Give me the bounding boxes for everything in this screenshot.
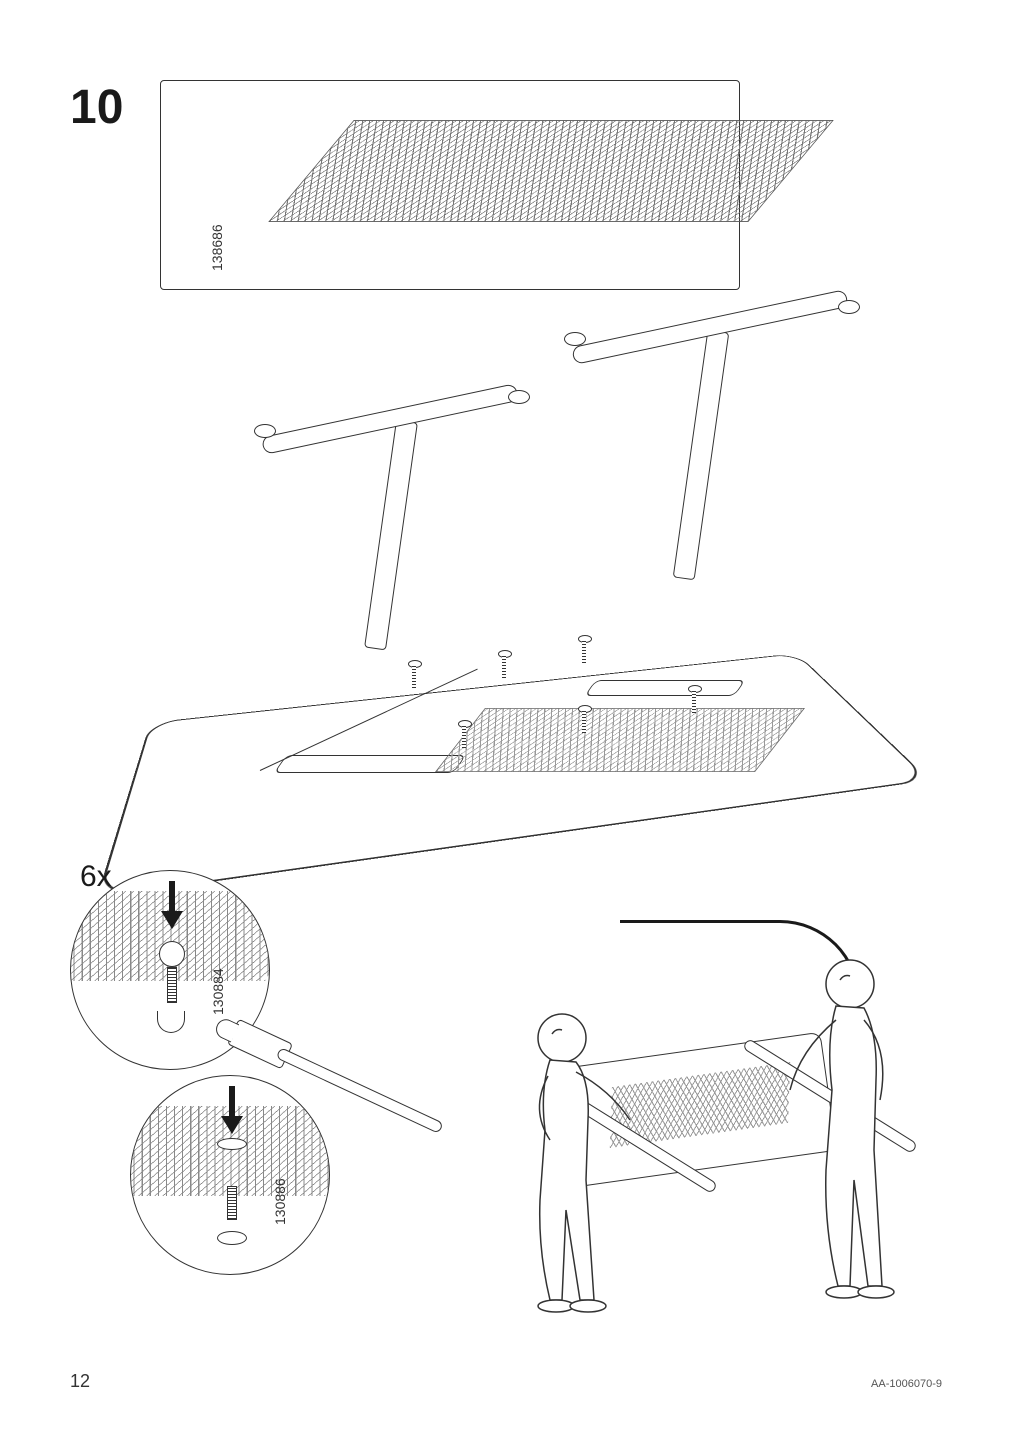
part-code-label: 138686 [209, 224, 225, 271]
screw-icon [500, 650, 508, 680]
hook-icon [157, 1011, 185, 1033]
person-left-icon [490, 1000, 650, 1320]
foot-cap [508, 390, 530, 404]
fastener-code-bottom: 130886 [272, 1178, 288, 1225]
leg-left [364, 420, 418, 651]
fastener-code-top: 130884 [210, 968, 226, 1015]
person-right-icon [780, 950, 940, 1310]
screw-shaft [227, 1186, 237, 1220]
screw-icon [460, 720, 468, 750]
screw-icon [690, 685, 698, 715]
detail-circle-bottom [130, 1075, 330, 1275]
page-number: 12 [70, 1371, 90, 1392]
main-assembly-diagram [150, 300, 900, 920]
foot-cap [254, 424, 276, 438]
insert-shaft [167, 967, 177, 1003]
foot-cap [564, 332, 586, 346]
tabletop [97, 653, 930, 898]
arrow-down-icon [163, 881, 181, 931]
screw-icon [410, 660, 418, 690]
foot-cap [838, 300, 860, 314]
document-id: AA-1006070-9 [871, 1378, 942, 1390]
foot-disc [217, 1231, 247, 1245]
screw-icon [580, 635, 588, 665]
arrow-down-icon [223, 1086, 241, 1136]
leg-right [673, 330, 730, 581]
foot-left [261, 383, 519, 455]
part-callout-box: 138686 [160, 80, 740, 290]
insert-ring [159, 941, 185, 967]
washer [217, 1138, 247, 1150]
mesh-on-table [435, 708, 805, 772]
hammer-icon [227, 1019, 293, 1070]
step-number: 10 [70, 80, 123, 135]
page: 10 138686 6x [0, 0, 1012, 1432]
people-flip-diagram [480, 940, 940, 1320]
screw-icon [580, 705, 588, 735]
mesh-panel-icon [268, 120, 834, 222]
quantity-label: 6x [80, 860, 112, 894]
cable-bracket-right [584, 680, 745, 696]
